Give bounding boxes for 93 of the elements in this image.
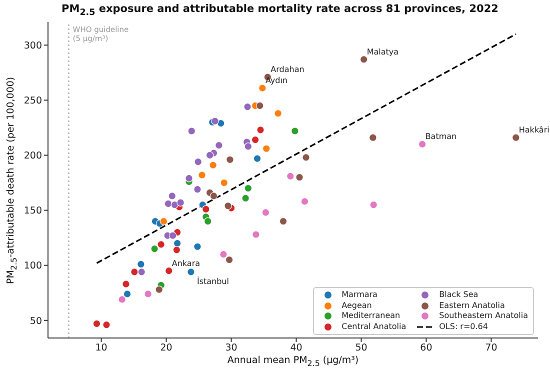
point — [194, 185, 202, 194]
point — [253, 154, 262, 162]
point — [512, 134, 520, 142]
point — [210, 192, 218, 200]
point — [225, 256, 234, 264]
y-tick-label: 100 — [24, 260, 42, 272]
point — [296, 173, 304, 182]
point — [155, 286, 164, 294]
point — [256, 126, 264, 134]
point — [173, 239, 182, 248]
point — [418, 140, 426, 148]
point — [204, 217, 212, 226]
point — [209, 161, 217, 170]
annotation: Hakkâri — [518, 126, 550, 135]
legend-label: Southeastern Anatolia — [439, 311, 528, 322]
y-tick-label: 300 — [24, 40, 42, 52]
point — [123, 290, 132, 298]
point — [168, 192, 176, 200]
legend-label: Aegean — [342, 300, 372, 311]
point — [102, 320, 110, 329]
point — [251, 136, 260, 144]
legend-label: Black Sea — [439, 290, 478, 300]
point — [138, 268, 146, 276]
point — [164, 266, 173, 275]
point — [220, 178, 228, 187]
legend-label: OLS: r=0.64 — [439, 322, 488, 332]
x-tick-label: 60 — [420, 342, 432, 354]
point — [194, 242, 202, 251]
point — [157, 240, 165, 248]
x-tick-label: 10 — [95, 342, 108, 354]
annotation: Ankara — [172, 258, 200, 268]
x-tick-label: 20 — [160, 342, 172, 354]
point — [300, 198, 309, 206]
point — [279, 217, 288, 226]
point — [369, 134, 377, 142]
point — [137, 260, 145, 268]
point — [188, 127, 196, 135]
point — [252, 230, 260, 238]
annotation: Aydın — [265, 76, 288, 86]
point — [160, 217, 168, 226]
point — [258, 84, 266, 92]
annotation: Batman — [425, 132, 457, 142]
point — [211, 117, 219, 125]
legend-label: Central Anatolia — [342, 322, 406, 332]
point — [220, 250, 228, 258]
y-tick-label: 200 — [24, 150, 42, 162]
point — [194, 158, 202, 166]
point — [150, 244, 158, 253]
annotation: İstanbul — [196, 276, 229, 286]
x-tick-label: 50 — [355, 342, 368, 354]
point — [291, 127, 299, 135]
point — [242, 194, 250, 202]
point — [187, 268, 195, 276]
point — [244, 184, 252, 192]
point — [206, 151, 214, 160]
y-tick-label: 50 — [30, 316, 42, 327]
x-axis-title: Annual mean PM$_{2.5}$ (μg/m³) — [226, 355, 360, 368]
legend-label: Mediterranean — [342, 311, 400, 322]
point — [144, 290, 152, 298]
point — [302, 154, 310, 162]
point — [370, 200, 378, 209]
x-tick-label: 30 — [225, 342, 238, 354]
point — [130, 268, 138, 276]
annotation: Malatya — [366, 47, 399, 56]
point — [262, 208, 270, 216]
annotation: Ardahan — [270, 65, 304, 74]
y-tick-label: 250 — [24, 96, 42, 107]
point — [215, 141, 223, 150]
point — [176, 198, 184, 206]
point — [226, 156, 234, 164]
x-tick-label: 70 — [485, 342, 498, 354]
point — [286, 172, 294, 180]
point — [244, 102, 252, 111]
point — [122, 280, 130, 288]
point — [202, 205, 210, 214]
point — [198, 171, 206, 179]
point — [244, 142, 252, 150]
point — [224, 202, 232, 210]
legend-label: Marmara — [342, 290, 378, 300]
point — [360, 56, 368, 64]
y-tick-label: 150 — [24, 206, 42, 217]
point — [118, 296, 126, 304]
point — [185, 174, 193, 182]
point — [92, 320, 101, 328]
point — [172, 246, 181, 254]
legend-label: Eastern Anatolia — [439, 300, 505, 311]
x-tick-label: 40 — [290, 342, 302, 354]
point — [168, 232, 177, 240]
point — [164, 200, 172, 208]
chart-title: PM$_{2.5}$ exposure and attributable mortality rate across 81 provinces, 2022 — [60, 3, 500, 18]
point — [274, 109, 282, 118]
point — [262, 144, 270, 153]
point — [256, 102, 264, 110]
